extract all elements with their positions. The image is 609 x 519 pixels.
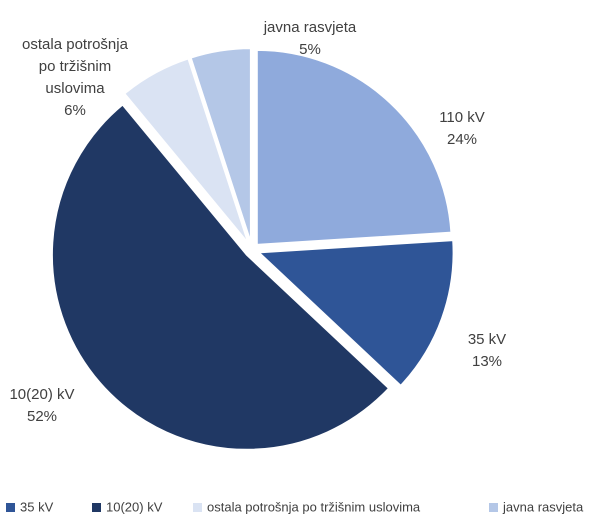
slice-value-label: 52% xyxy=(27,408,57,425)
slice-label: 35 kV xyxy=(468,331,506,348)
legend-label: javna rasvjeta xyxy=(502,499,584,514)
legend-label: 35 kV xyxy=(20,499,54,514)
slice-label: javna rasvjeta xyxy=(263,19,357,36)
slice-label-line: ostala potrošnja xyxy=(22,36,129,53)
slice-value-label: 13% xyxy=(472,353,502,370)
slice-value-label: 6% xyxy=(64,102,86,119)
slice-value-label: 5% xyxy=(299,41,321,58)
pie-slice xyxy=(256,239,455,388)
legend-swatch xyxy=(489,503,498,512)
legend-label: 10(20) kV xyxy=(106,499,163,514)
legend-swatch xyxy=(6,503,15,512)
slice-value-label: 24% xyxy=(447,131,477,148)
slice-label: ostala potrošnja po tržišnim uslovima xyxy=(22,36,129,97)
legend-label: ostala potrošnja po tržišnim uslovima xyxy=(207,499,421,514)
slice-label-line: po tržišnim xyxy=(39,58,112,75)
pie-slice xyxy=(189,47,252,244)
pie-slice xyxy=(255,48,453,246)
legend-swatch xyxy=(92,503,101,512)
pie-slice xyxy=(50,103,391,451)
slice-label-line: uslovima xyxy=(45,80,105,97)
pie-slice xyxy=(122,57,250,245)
legend-swatch xyxy=(193,503,202,512)
slice-label: 110 kV xyxy=(439,109,485,126)
slice-label: 10(20) kV xyxy=(9,386,74,403)
